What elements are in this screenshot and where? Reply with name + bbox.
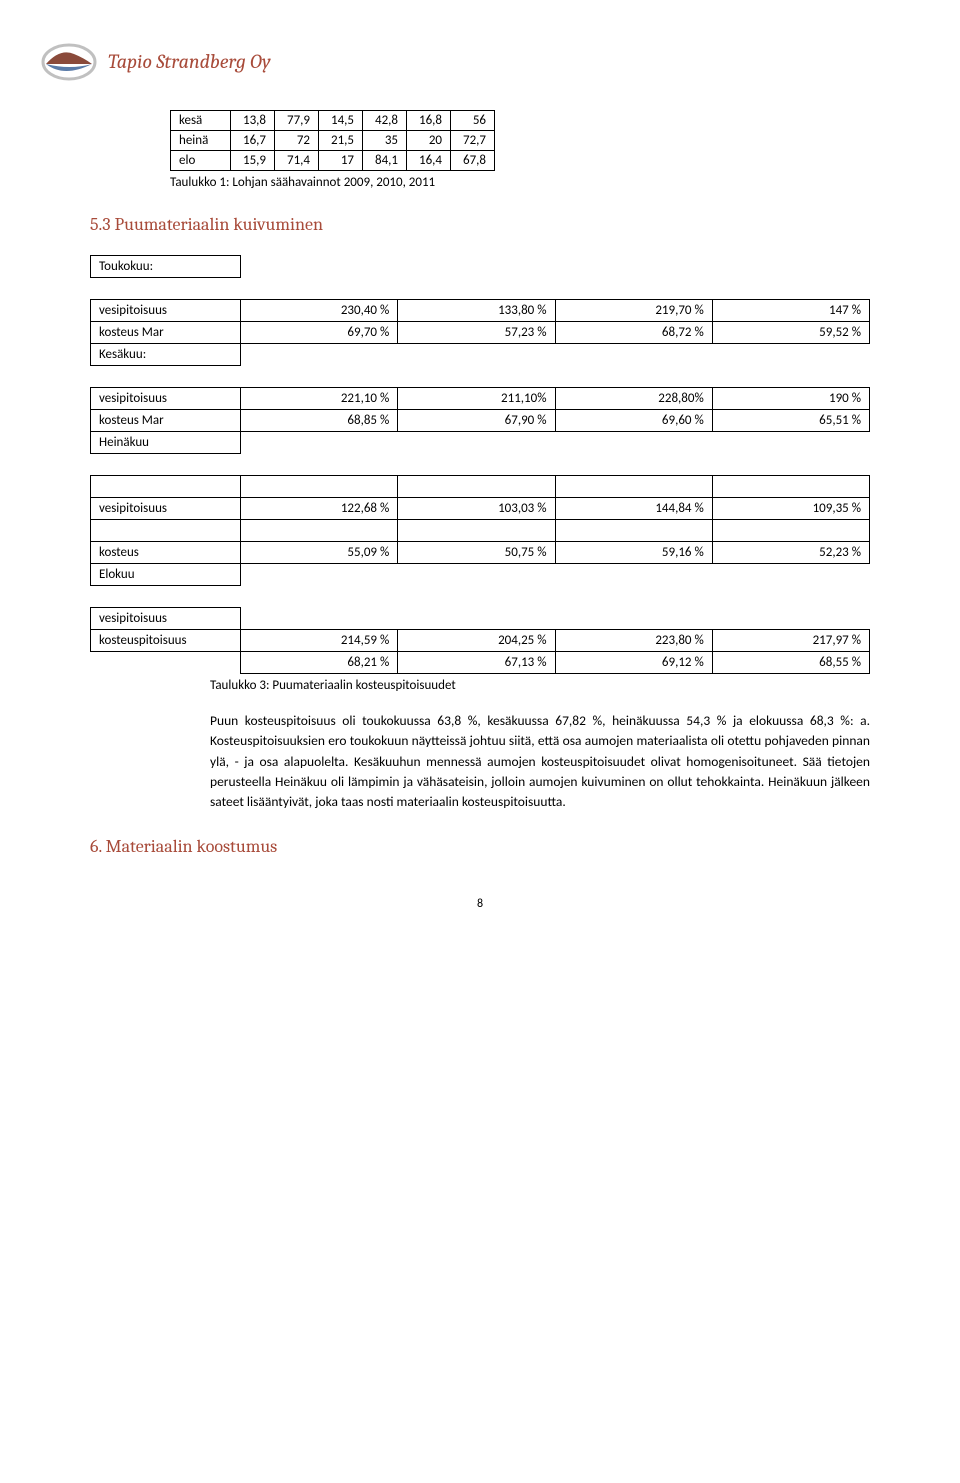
cell: 84,1 [363,151,407,171]
table-row: Toukokuu: [91,256,870,278]
block-label: Elokuu [91,564,241,586]
table-row: vesipitoisuus 221,10 % 211,10% 228,80% 1… [91,388,870,410]
company-name: Tapio Strandberg Oy [108,50,271,73]
cell: 68,21 % [241,652,398,674]
table-row: Elokuu [91,564,870,586]
page-header: Tapio Strandberg Oy [40,40,870,82]
table-row: kosteuspitoisuus 214,59 % 204,25 % 223,8… [91,630,870,652]
cell: 16,8 [407,111,451,131]
table-row: kosteus 55,09 % 50,75 % 59,16 % 52,23 % [91,542,870,564]
cell: 56 [451,111,495,131]
table-row: heinä 16,7 72 21,5 35 20 72,7 [171,131,495,151]
cell: 52,23 % [712,542,869,564]
cell: 50,75 % [398,542,555,564]
cell: 133,80 % [398,300,555,322]
table-row: kesä 13,8 77,9 14,5 42,8 16,8 56 [171,111,495,131]
cell: 20 [407,131,451,151]
cell: 204,25 % [398,630,555,652]
table-row: vesipitoisuus 230,40 % 133,80 % 219,70 %… [91,300,870,322]
cell: 68,72 % [555,322,712,344]
table-row: elo 15,9 71,4 17 84,1 16,4 67,8 [171,151,495,171]
cell: 35 [363,131,407,151]
cell: 214,59 % [241,630,398,652]
cell: 14,5 [319,111,363,131]
cell: 72,7 [451,131,495,151]
cell: 59,16 % [555,542,712,564]
weather-table: kesä 13,8 77,9 14,5 42,8 16,8 56 heinä 1… [170,110,495,171]
row-label: vesipitoisuus [91,300,241,322]
cell: 68,85 % [241,410,398,432]
section-6-heading: 6. Materiaalin koostumus [90,836,870,857]
cell: 103,03 % [398,498,555,520]
page-number: 8 [90,897,870,911]
cell: 67,13 % [398,652,555,674]
cell: 21,5 [319,131,363,151]
row-label: kosteuspitoisuus [91,630,241,652]
table-row: vesipitoisuus [91,608,870,630]
cell: 223,80 % [555,630,712,652]
table-row: Kesäkuu: [91,344,870,366]
cell: 13,8 [231,111,275,131]
table-row: 68,21 % 67,13 % 69,12 % 68,55 % [91,652,870,674]
table-row [91,476,870,498]
row-label: vesipitoisuus [91,498,241,520]
cell: 109,35 % [712,498,869,520]
block-label: Kesäkuu: [91,344,241,366]
cell: 15,9 [231,151,275,171]
table-row: kosteus Mar 69,70 % 57,23 % 68,72 % 59,5… [91,322,870,344]
cell: 42,8 [363,111,407,131]
cell: 190 % [712,388,869,410]
cell: 71,4 [275,151,319,171]
cell: 228,80% [555,388,712,410]
cell: 147 % [712,300,869,322]
table1-caption: Taulukko 1: Lohjan säähavainnot 2009, 20… [170,175,870,190]
table-row: vesipitoisuus 122,68 % 103,03 % 144,84 %… [91,498,870,520]
section-5-3-heading: 5.3 Puumateriaalin kuivuminen [90,214,870,235]
table-row: kosteus Mar 68,85 % 67,90 % 69,60 % 65,5… [91,410,870,432]
cell: 67,8 [451,151,495,171]
cell: 77,9 [275,111,319,131]
moisture-table: Toukokuu: vesipitoisuus 230,40 % 133,80 … [90,255,870,674]
cell: 211,10% [398,388,555,410]
cell: 68,55 % [712,652,869,674]
cell: 69,70 % [241,322,398,344]
cell: 16,7 [231,131,275,151]
cell: 221,10 % [241,388,398,410]
cell: 55,09 % [241,542,398,564]
cell: 219,70 % [555,300,712,322]
cell: 57,23 % [398,322,555,344]
cell: 59,52 % [712,322,869,344]
body-paragraph: Puun kosteuspitoisuus oli toukokuussa 63… [210,711,870,812]
row-label: kosteus [91,542,241,564]
row-label: kosteus Mar [91,322,241,344]
row-label: vesipitoisuus [91,388,241,410]
cell: 217,97 % [712,630,869,652]
table-row: Heinäkuu [91,432,870,454]
row-label: elo [171,151,231,171]
table3-caption: Taulukko 3: Puumateriaalin kosteuspitois… [210,678,870,693]
cell: 65,51 % [712,410,869,432]
row-label: kesä [171,111,231,131]
cell: 69,60 % [555,410,712,432]
cell: 144,84 % [555,498,712,520]
cell: 72 [275,131,319,151]
row-label: heinä [171,131,231,151]
cell: 69,12 % [555,652,712,674]
cell: 16,4 [407,151,451,171]
row-label: vesipitoisuus [91,608,241,630]
company-logo-icon [40,40,98,82]
row-label: kosteus Mar [91,410,241,432]
cell: 122,68 % [241,498,398,520]
table-row [91,520,870,542]
block-label: Toukokuu: [91,256,241,278]
block-label: Heinäkuu [91,432,241,454]
cell: 230,40 % [241,300,398,322]
cell: 67,90 % [398,410,555,432]
cell: 17 [319,151,363,171]
